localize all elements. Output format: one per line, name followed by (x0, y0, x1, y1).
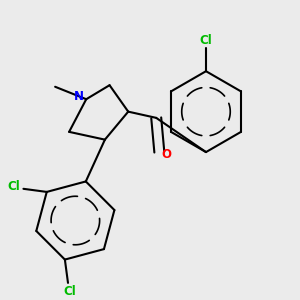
Text: Cl: Cl (8, 180, 20, 193)
Text: Cl: Cl (63, 285, 76, 298)
Text: O: O (161, 148, 171, 161)
Text: Cl: Cl (200, 34, 212, 46)
Text: N: N (74, 90, 83, 103)
